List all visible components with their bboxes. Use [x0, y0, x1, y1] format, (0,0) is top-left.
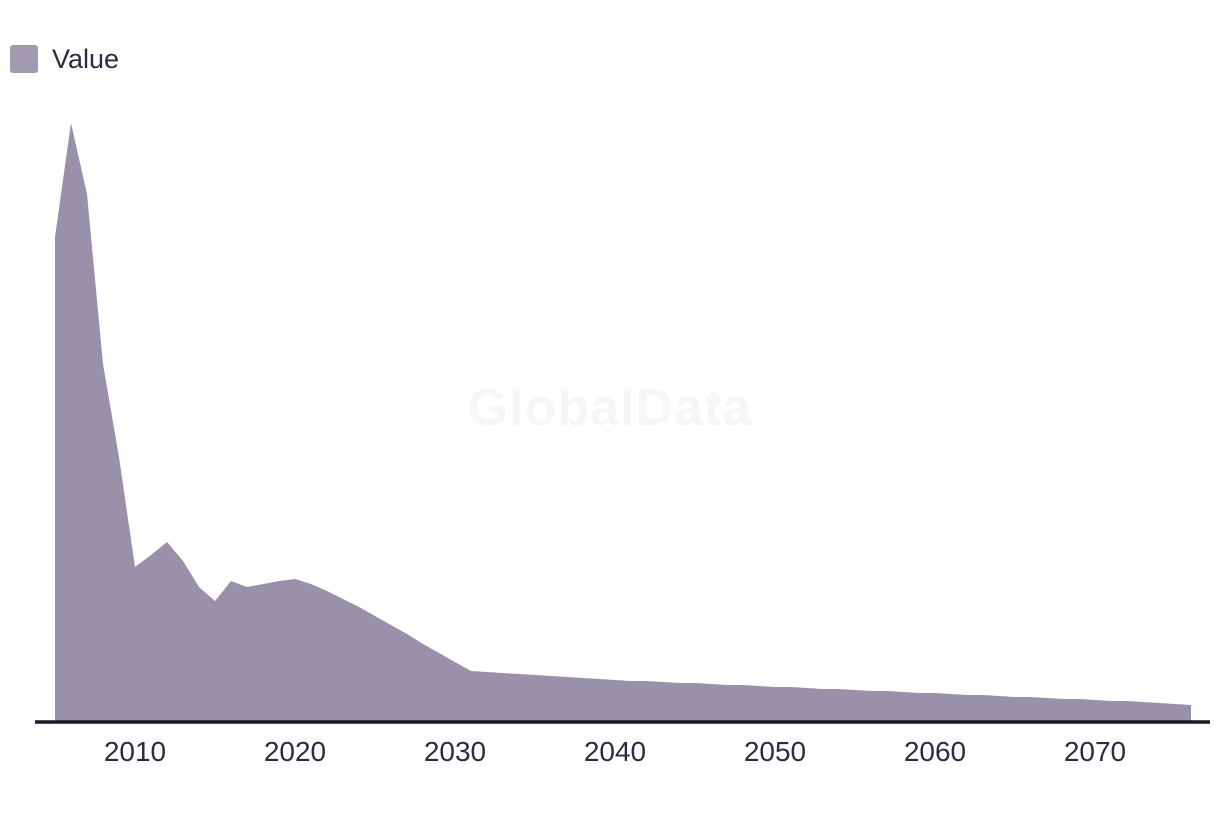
x-axis-tick-label: 2020 — [264, 736, 326, 767]
area-series[interactable] — [55, 123, 1191, 722]
legend-swatch — [10, 45, 38, 73]
x-axis-tick-label: 2060 — [904, 736, 966, 767]
x-axis-tick-label: 2050 — [744, 736, 806, 767]
x-axis-tick-label: 2030 — [424, 736, 486, 767]
legend-item-value[interactable]: Value — [10, 44, 119, 74]
legend: Value — [10, 44, 119, 74]
legend-label: Value — [52, 44, 120, 74]
x-axis-tick-label: 2070 — [1064, 736, 1126, 767]
x-axis-tick-label: 2010 — [104, 736, 166, 767]
x-axis-tick-label: 2040 — [584, 736, 646, 767]
